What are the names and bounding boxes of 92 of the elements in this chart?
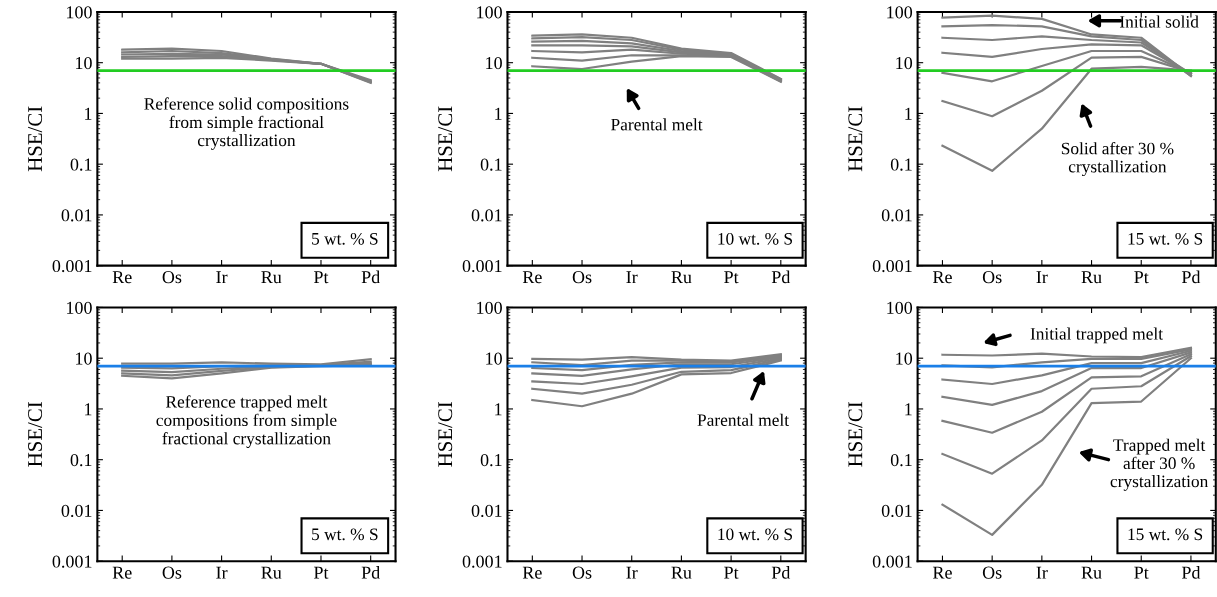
- x-tick-label: Ru: [261, 271, 282, 284]
- x-tick-label: Re: [522, 566, 542, 579]
- x-tick-label: Ir: [1036, 566, 1048, 579]
- x-tick-label: Pd: [361, 566, 380, 579]
- y-tick-label: 10: [486, 56, 502, 70]
- y-axis-title: HSE/CI: [28, 402, 43, 467]
- y-tick-label: 100: [477, 6, 502, 19]
- x-tick-label: Pt: [1134, 566, 1149, 579]
- annotation: Reference solid compositions from simple fractional crystallization: [144, 97, 349, 150]
- y-tick-label: 0.01: [61, 209, 92, 222]
- x-tick-label: Re: [932, 271, 952, 284]
- y-tick-label: 0.001: [462, 259, 502, 273]
- x-tick-label: Os: [982, 566, 1002, 579]
- y-tick-label: 0.001: [872, 259, 912, 273]
- x-tick-label: Re: [112, 566, 132, 579]
- annotation: Reference trapped melt compositions from simple fractional crystallization: [156, 395, 337, 448]
- x-tick-label: Os: [982, 271, 1002, 284]
- x-tick-label: Re: [522, 271, 542, 284]
- annotation: 5 wt. % S: [312, 528, 378, 541]
- x-tick-label: Pt: [1134, 271, 1149, 284]
- x-tick-label: Ir: [216, 271, 228, 284]
- annotation: 10 wt. % S: [718, 232, 792, 245]
- x-tick-label: Os: [162, 566, 182, 579]
- y-tick-label: 0.001: [52, 555, 92, 568]
- y-tick-label: 1: [85, 107, 92, 120]
- x-tick-label: Ru: [261, 566, 282, 579]
- x-tick-label: Ru: [1081, 271, 1102, 284]
- y-tick-label: 10: [76, 352, 92, 365]
- annotation: 15 wt. % S: [1128, 528, 1203, 541]
- y-tick-label: 1: [495, 107, 502, 120]
- x-tick-label: Ir: [626, 271, 638, 284]
- y-tick-label: 0.01: [61, 504, 92, 517]
- x-tick-label: Re: [112, 271, 132, 284]
- x-tick-label: Pt: [313, 271, 329, 284]
- y-axis-title: HSE/CI: [848, 402, 863, 467]
- annotation: Initial trapped melt: [1030, 327, 1163, 344]
- y-tick-label: 0.1: [70, 453, 92, 467]
- y-tick-label: 100: [67, 6, 92, 19]
- y-axis-title: HSE/CI: [438, 106, 453, 172]
- y-tick-label: 0.1: [480, 158, 502, 171]
- y-tick-label: 0.1: [890, 453, 912, 467]
- y-tick-label: 100: [887, 6, 913, 19]
- x-tick-label: Ir: [216, 566, 228, 579]
- y-tick-label: 0.1: [890, 158, 912, 171]
- x-tick-label: Ir: [626, 566, 638, 579]
- y-tick-label: 0.01: [881, 209, 912, 222]
- y-tick-label: 0.01: [471, 504, 502, 517]
- y-axis-title: HSE/CI: [848, 106, 863, 172]
- y-tick-label: 0.01: [471, 209, 502, 222]
- y-tick-label: 0.1: [480, 453, 502, 467]
- x-tick-label: Ru: [1081, 566, 1102, 579]
- annotation: 10 wt. % S: [718, 528, 792, 541]
- annotation: 15 wt. % S: [1128, 232, 1203, 245]
- annotation: Parental melt: [611, 118, 703, 131]
- x-tick-label: Pd: [361, 270, 380, 284]
- x-tick-label: Pd: [1181, 270, 1201, 284]
- y-tick-label: 0.001: [52, 259, 92, 273]
- x-tick-label: Ru: [671, 566, 692, 579]
- x-tick-label: Re: [932, 566, 952, 579]
- y-tick-label: 1: [905, 107, 912, 120]
- annotation: Trapped melt after 30 % crystallization: [1110, 438, 1209, 491]
- x-tick-label: Os: [572, 271, 592, 284]
- y-tick-label: 1: [85, 403, 92, 416]
- annotation: Solid after 30 % crystallization: [1061, 141, 1174, 177]
- y-tick-label: 10: [896, 56, 913, 70]
- y-axis-title: HSE/CI: [28, 106, 43, 172]
- x-tick-label: Ir: [1036, 271, 1048, 284]
- y-tick-label: 10: [76, 56, 92, 70]
- y-tick-label: 100: [67, 301, 92, 314]
- y-axis-title: HSE/CI: [438, 402, 453, 467]
- y-tick-label: 0.01: [881, 504, 912, 517]
- y-tick-label: 1: [905, 403, 912, 416]
- y-tick-label: 100: [477, 301, 502, 314]
- x-tick-label: Pd: [771, 270, 791, 284]
- x-tick-label: Ru: [671, 271, 692, 284]
- y-tick-label: 0.001: [462, 555, 502, 568]
- y-tick-label: 10: [896, 352, 913, 365]
- annotation: Initial solid: [1119, 15, 1199, 28]
- annotation: Parental melt: [697, 413, 789, 426]
- x-tick-label: Os: [162, 271, 182, 284]
- y-tick-label: 1: [495, 403, 502, 416]
- y-tick-label: 10: [486, 352, 502, 365]
- x-tick-label: Os: [572, 566, 592, 579]
- x-tick-label: Pd: [771, 566, 791, 579]
- x-tick-label: Pd: [1181, 566, 1201, 579]
- x-tick-label: Pt: [313, 566, 329, 579]
- x-tick-label: Pt: [724, 271, 739, 284]
- y-tick-label: 0.1: [70, 158, 92, 171]
- y-tick-label: 100: [887, 301, 913, 314]
- y-tick-label: 0.001: [872, 555, 912, 568]
- x-tick-label: Pt: [724, 566, 739, 579]
- annotation: 5 wt. % S: [312, 232, 378, 245]
